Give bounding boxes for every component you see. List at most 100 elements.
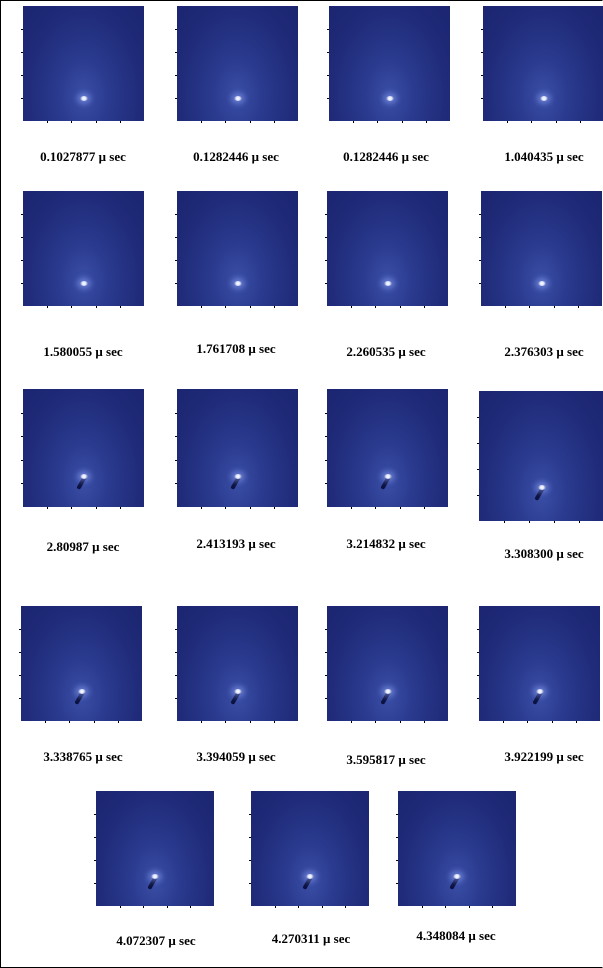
simulation-frame bbox=[479, 391, 603, 521]
axis-tick bbox=[120, 121, 121, 123]
axis-tick bbox=[375, 721, 376, 723]
axis-tick bbox=[554, 521, 555, 523]
bright-spot bbox=[306, 874, 314, 879]
frame-caption: 1.761708 μ sec bbox=[196, 341, 275, 357]
axis-tick bbox=[21, 483, 23, 484]
simulation-frame bbox=[177, 6, 298, 121]
axis-tick bbox=[19, 652, 21, 653]
axis-tick bbox=[298, 906, 299, 908]
frame-caption: 4.270311 μ sec bbox=[272, 931, 351, 947]
frame-caption: 3.394059 μ sec bbox=[196, 749, 275, 765]
axis-tick bbox=[424, 306, 425, 308]
frame-caption: 0.1282446 μ sec bbox=[343, 149, 429, 165]
axis-tick bbox=[201, 721, 202, 723]
axis-tick bbox=[325, 283, 327, 284]
axis-tick bbox=[167, 906, 168, 908]
axis-tick bbox=[19, 675, 21, 676]
axis-tick bbox=[400, 507, 401, 509]
axis-tick bbox=[477, 698, 479, 699]
axis-tick bbox=[351, 507, 352, 509]
axis-tick bbox=[249, 860, 251, 861]
axis-tick bbox=[69, 721, 70, 723]
frame-caption: 4.348084 μ sec bbox=[416, 928, 495, 944]
simulation-frame bbox=[481, 191, 602, 306]
bright-spot bbox=[151, 874, 159, 879]
axis-tick bbox=[94, 883, 96, 884]
axis-tick bbox=[94, 814, 96, 815]
bright-spot bbox=[536, 689, 544, 694]
axis-tick bbox=[21, 237, 23, 238]
axis-tick bbox=[175, 283, 177, 284]
axis-tick bbox=[400, 721, 401, 723]
axis-tick bbox=[327, 98, 329, 99]
axis-tick bbox=[426, 121, 427, 123]
axis-tick bbox=[400, 306, 401, 308]
axis-tick bbox=[325, 436, 327, 437]
axis-tick bbox=[477, 675, 479, 676]
axis-tick bbox=[351, 721, 352, 723]
axis-tick bbox=[402, 121, 403, 123]
axis-tick bbox=[19, 698, 21, 699]
axis-tick bbox=[274, 306, 275, 308]
axis-tick bbox=[479, 260, 481, 261]
frame-caption: 2.260535 μ sec bbox=[346, 344, 425, 360]
frame-caption: 3.922199 μ sec bbox=[504, 749, 583, 765]
axis-tick bbox=[225, 306, 226, 308]
frame-caption: 3.338765 μ sec bbox=[43, 749, 122, 765]
axis-tick bbox=[118, 721, 119, 723]
axis-tick bbox=[19, 629, 21, 630]
axis-tick bbox=[249, 814, 251, 815]
frame-caption: 1.580055 μ sec bbox=[43, 344, 122, 360]
axis-tick bbox=[578, 306, 579, 308]
axis-tick bbox=[175, 652, 177, 653]
bright-spot bbox=[384, 689, 392, 694]
simulation-frame bbox=[483, 6, 603, 121]
axis-tick bbox=[175, 698, 177, 699]
axis-tick bbox=[225, 721, 226, 723]
axis-tick bbox=[201, 507, 202, 509]
axis-tick bbox=[325, 237, 327, 238]
bright-spot bbox=[78, 689, 86, 694]
axis-tick bbox=[325, 413, 327, 414]
bright-spot bbox=[234, 474, 242, 479]
axis-tick bbox=[580, 121, 581, 123]
axis-tick bbox=[120, 306, 121, 308]
axis-tick bbox=[71, 507, 72, 509]
simulation-frame bbox=[329, 6, 450, 121]
axis-tick bbox=[351, 306, 352, 308]
frame-caption: 4.072307 μ sec bbox=[116, 933, 195, 949]
simulation-frame bbox=[177, 606, 298, 721]
axis-tick bbox=[325, 214, 327, 215]
axis-tick bbox=[21, 98, 23, 99]
axis-tick bbox=[396, 837, 398, 838]
axis-tick bbox=[325, 629, 327, 630]
axis-tick bbox=[175, 436, 177, 437]
axis-tick bbox=[175, 29, 177, 30]
axis-tick bbox=[275, 906, 276, 908]
axis-tick bbox=[327, 75, 329, 76]
axis-tick bbox=[225, 121, 226, 123]
simulation-frame bbox=[479, 606, 600, 721]
axis-tick bbox=[21, 29, 23, 30]
axis-tick bbox=[175, 675, 177, 676]
axis-tick bbox=[445, 906, 446, 908]
axis-tick bbox=[71, 306, 72, 308]
axis-tick bbox=[250, 507, 251, 509]
axis-tick bbox=[175, 237, 177, 238]
simulation-frame bbox=[23, 389, 144, 507]
axis-tick bbox=[503, 721, 504, 723]
axis-tick bbox=[47, 306, 48, 308]
axis-tick bbox=[21, 214, 23, 215]
axis-tick bbox=[175, 460, 177, 461]
simulation-frame bbox=[23, 6, 144, 121]
simulation-frame bbox=[21, 606, 142, 721]
axis-tick bbox=[175, 98, 177, 99]
bright-spot bbox=[453, 874, 461, 879]
axis-tick bbox=[175, 75, 177, 76]
frame-caption: 2.413193 μ sec bbox=[196, 536, 275, 552]
axis-tick bbox=[21, 413, 23, 414]
bright-spot bbox=[538, 485, 546, 490]
bright-spot bbox=[234, 281, 242, 286]
axis-tick bbox=[96, 121, 97, 123]
axis-tick bbox=[529, 521, 530, 523]
